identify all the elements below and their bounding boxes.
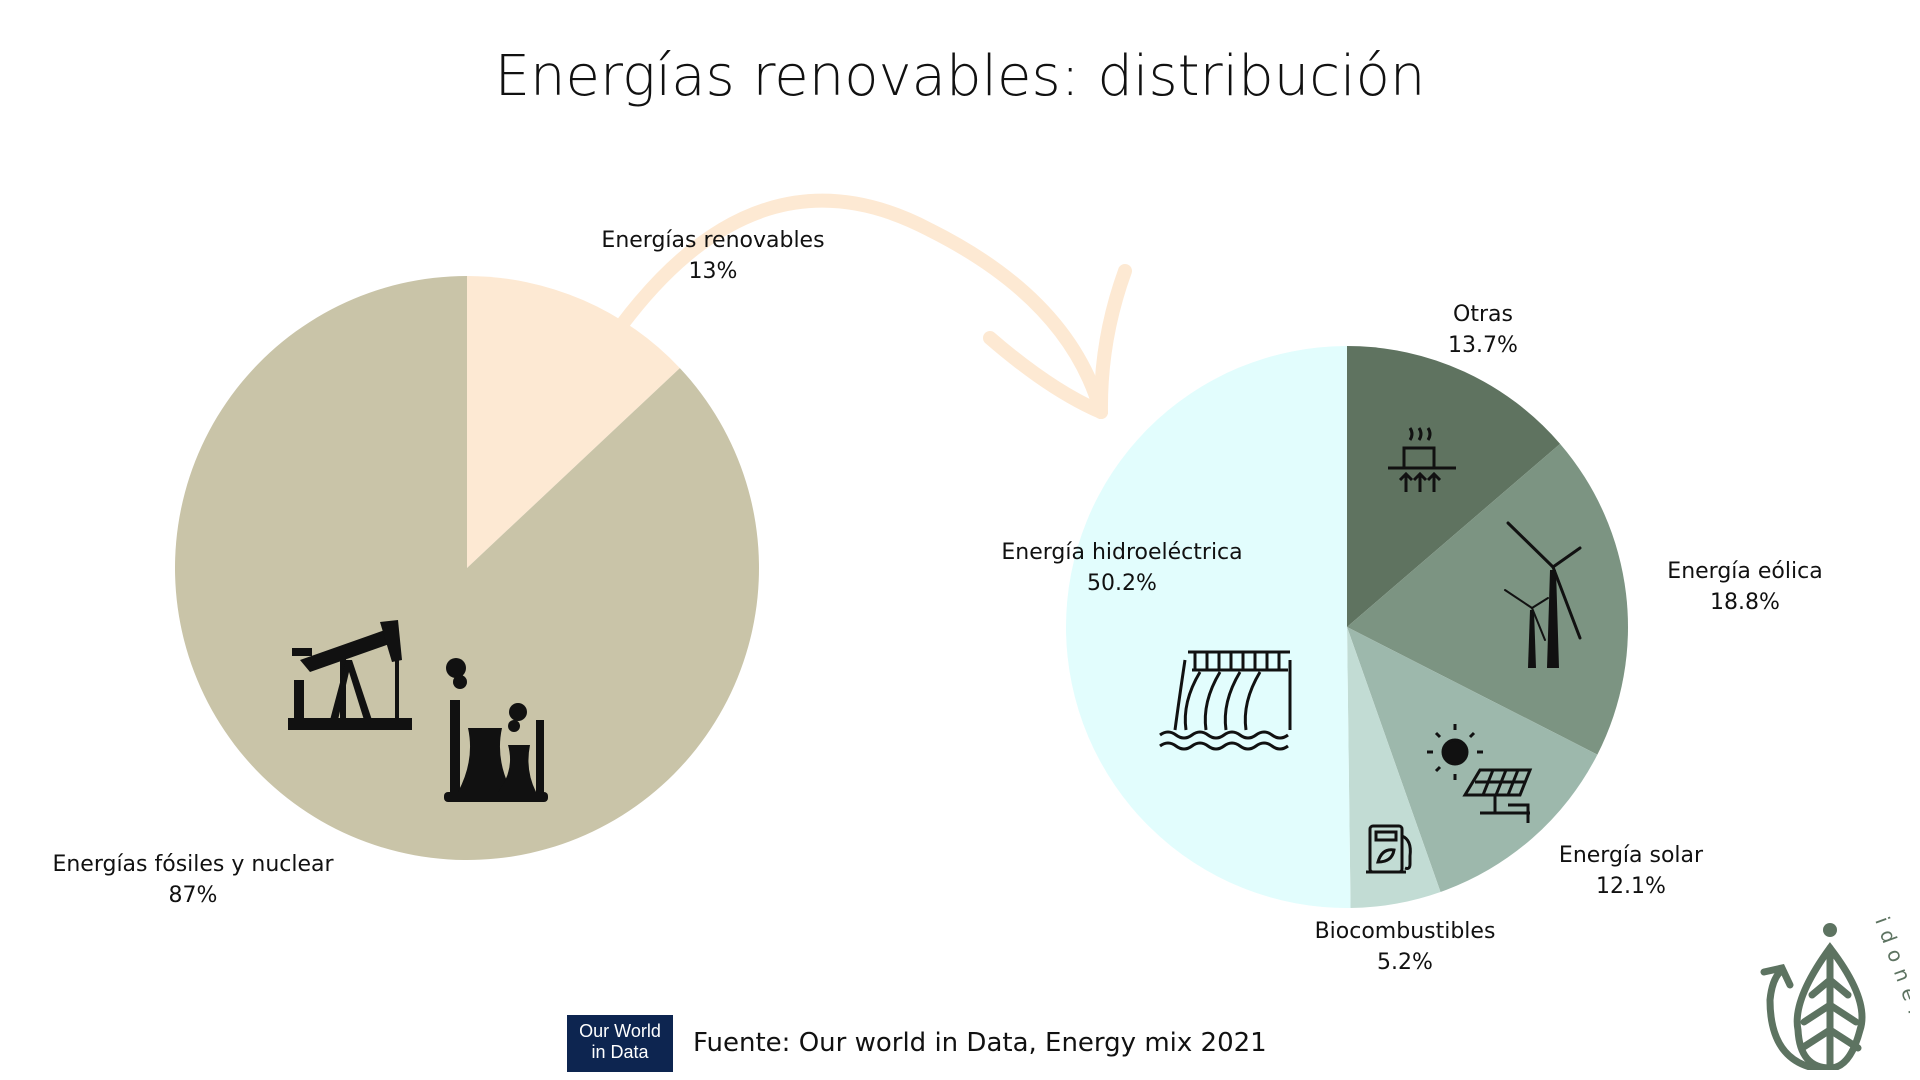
pie-slice-energias-renovables bbox=[467, 276, 680, 568]
label-otras-name: Otras bbox=[1453, 302, 1513, 327]
label-eolica-value: 18.8% bbox=[1710, 590, 1780, 615]
label-hidroelectrica: Energía hidroeléctrica 50.2% bbox=[1001, 537, 1242, 599]
biofuel-pump-icon bbox=[1366, 824, 1412, 874]
hydro-dam-icon bbox=[1159, 650, 1292, 751]
oil-pump-icon bbox=[288, 620, 412, 730]
power-plant-icon bbox=[444, 658, 548, 802]
label-renewables: Energías renovables 13% bbox=[601, 225, 824, 287]
pie-renewables-breakdown bbox=[1065, 346, 1628, 908]
label-otras: Otras 13.7% bbox=[1448, 299, 1518, 361]
owid-logo: Our World in Data bbox=[567, 1015, 673, 1072]
label-biocombustibles: Biocombustibles 5.2% bbox=[1315, 916, 1496, 978]
pie-slice-energia-hidroelectrica bbox=[1065, 346, 1351, 908]
label-eolica-name: Energía eólica bbox=[1667, 559, 1823, 584]
label-renewables-value: 13% bbox=[688, 259, 738, 284]
idonella-logo: idonella bbox=[1760, 914, 1910, 1070]
label-fossil-value: 87% bbox=[168, 883, 218, 908]
wind-turbine-icon bbox=[1504, 521, 1582, 668]
label-bio-value: 5.2% bbox=[1377, 950, 1433, 975]
label-bio-name: Biocombustibles bbox=[1314, 919, 1496, 944]
label-solar-value: 12.1% bbox=[1596, 874, 1666, 899]
solar-panel-icon bbox=[1427, 724, 1533, 823]
label-solar-name: Energía solar bbox=[1558, 843, 1704, 868]
pie-slice-otras bbox=[1347, 346, 1561, 627]
pie-total-energy bbox=[174, 276, 759, 860]
chart-title: Energías renovables: distribución bbox=[494, 44, 1426, 109]
owid-logo-line1: Our World bbox=[579, 1021, 661, 1041]
pie-slice-energia-eolica bbox=[1347, 443, 1628, 755]
source-text: Fuente: Our world in Data, Energy mix 20… bbox=[693, 1028, 1267, 1058]
label-hydro-value: 50.2% bbox=[1087, 571, 1157, 596]
label-renewables-name: Energías renovables bbox=[601, 228, 825, 253]
label-otras-value: 13.7% bbox=[1448, 333, 1518, 358]
pie-slice-energia-solar bbox=[1347, 627, 1598, 892]
label-fossil-nuclear: Energías fósiles y nuclear 87% bbox=[52, 849, 333, 911]
arrow-icon bbox=[614, 193, 1132, 419]
pie-slice-energias-fosiles-y-nuclear bbox=[174, 276, 759, 860]
label-fossil-name: Energías fósiles y nuclear bbox=[52, 852, 334, 877]
owid-logo-line2: in Data bbox=[591, 1042, 649, 1062]
label-hydro-name: Energía hidroeléctrica bbox=[1001, 540, 1243, 565]
idonella-logo-text: idonella bbox=[1870, 914, 1910, 1056]
factory-icon bbox=[1388, 427, 1456, 492]
label-eolica: Energía eólica 18.8% bbox=[1667, 556, 1822, 618]
label-solar: Energía solar 12.1% bbox=[1559, 840, 1703, 902]
